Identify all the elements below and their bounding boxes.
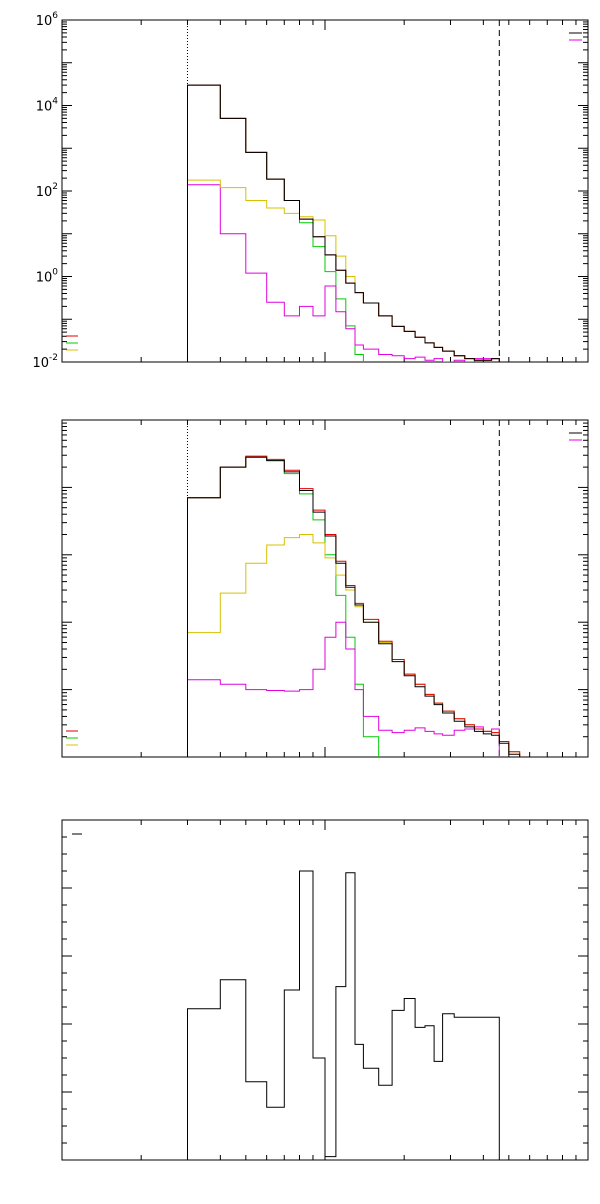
series-3-line bbox=[187, 179, 500, 362]
legend-fit bbox=[66, 730, 78, 746]
series-0-line bbox=[187, 84, 500, 362]
legend-detectors bbox=[569, 32, 582, 41]
legend-detectors bbox=[569, 432, 582, 441]
y-axis: 10-2 100 102 104 106 bbox=[32, 11, 588, 371]
x-axis bbox=[61, 820, 577, 1160]
series-2-line bbox=[187, 455, 380, 757]
y-tick-label: 102 bbox=[36, 182, 58, 200]
y-axis bbox=[62, 819, 588, 1161]
y-tick-label: 100 bbox=[36, 268, 59, 286]
y-axis bbox=[62, 419, 588, 758]
series-3-line bbox=[187, 534, 521, 757]
series-group bbox=[187, 84, 500, 362]
legend-fit bbox=[66, 335, 78, 351]
series-group bbox=[187, 455, 521, 757]
panel-3 bbox=[61, 819, 589, 1161]
series-group bbox=[187, 870, 500, 1160]
panel-1: 10-2 100 102 104 106 bbox=[32, 11, 589, 371]
plot-frame bbox=[61, 419, 589, 758]
y-tick-label: 106 bbox=[36, 11, 59, 29]
x-axis bbox=[61, 20, 577, 362]
series-1-line bbox=[187, 455, 521, 757]
y-tick-label: 104 bbox=[36, 97, 59, 115]
series-4-line bbox=[187, 621, 500, 757]
series-4-line bbox=[187, 184, 500, 362]
y-tick-label: 10-2 bbox=[32, 353, 58, 371]
series-1-line bbox=[187, 84, 500, 362]
series-0-line bbox=[187, 870, 500, 1160]
series-0-line bbox=[187, 456, 521, 757]
series-2-line bbox=[187, 84, 364, 362]
panel-2 bbox=[61, 419, 589, 758]
